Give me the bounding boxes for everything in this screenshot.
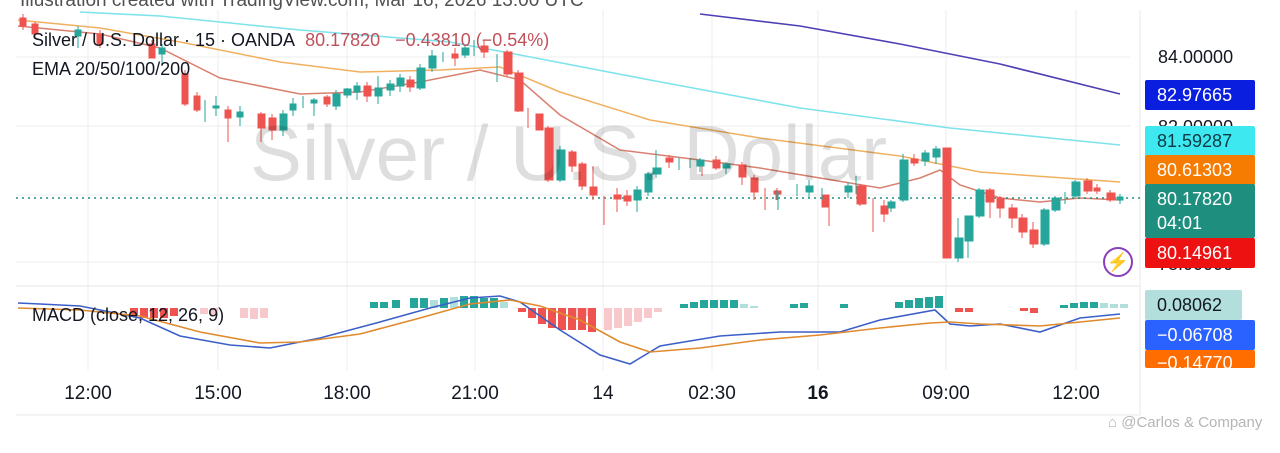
last-price: 80.17820 xyxy=(305,30,381,50)
price-tick-84: 84.00000 xyxy=(1158,47,1234,67)
last-price-value: 80.17820 xyxy=(1157,189,1233,209)
lightning-icon[interactable]: ⚡ xyxy=(1103,247,1133,277)
time-tick: 18:00 xyxy=(323,383,371,404)
signal-line xyxy=(17,299,1121,353)
time-tick: 09:00 xyxy=(922,383,970,404)
ema20-price-tag: 80.14961 xyxy=(1145,238,1255,268)
ema50-price-tag: 80.61303 xyxy=(1145,155,1255,185)
ema-indicator-legend[interactable]: EMA 20/50/100/200 xyxy=(32,59,191,79)
time-tick: 14 xyxy=(592,383,614,404)
macd-histogram-tag: 0.08062 xyxy=(1145,290,1242,320)
author-credit-text: @Carlos & Company xyxy=(1121,414,1263,431)
ema200-price-tag: 82.97665 xyxy=(1145,80,1255,110)
time-tick: 21:00 xyxy=(451,383,499,404)
ema200-line xyxy=(699,13,1121,95)
price-change: −0.43810 (−0.54%) xyxy=(395,30,550,50)
symbol-watermark: Silver / U.S. Dollar xyxy=(250,109,888,197)
share-icon: ⌂ xyxy=(1108,414,1118,431)
symbol-legend[interactable]: Silver / U.S. Dollar · 15 · OANDA 80.178… xyxy=(32,30,549,51)
time-tick: 12:00 xyxy=(1052,383,1100,404)
ema100-price-tag: 81.59287 xyxy=(1145,126,1255,156)
macd-indicator-legend[interactable]: MACD (close, 12, 26, 9) xyxy=(32,305,225,325)
time-tick: 02:30 xyxy=(688,383,736,404)
macd-line xyxy=(17,295,1121,365)
ema50-line xyxy=(17,19,1121,183)
time-tick: 15:00 xyxy=(194,383,242,404)
time-tick-day: 16 xyxy=(807,383,829,404)
last-price-tag: 80.17820 04:01 xyxy=(1145,184,1255,238)
chart-caption: Illustration created with TradingView.co… xyxy=(20,0,584,11)
candles xyxy=(19,14,1124,262)
ema100-line xyxy=(79,11,1121,146)
signal-line-tag: −0.14770 xyxy=(1145,350,1255,368)
macd-histogram xyxy=(130,296,1128,332)
author-credit: ⌂ @Carlos & Company xyxy=(1108,414,1262,431)
symbol-title: Silver / U.S. Dollar · 15 · OANDA xyxy=(32,30,296,50)
bar-countdown: 04:01 xyxy=(1157,213,1203,233)
time-tick: 12:00 xyxy=(64,383,112,404)
macd-line-tag: −0.06708 xyxy=(1145,320,1255,350)
